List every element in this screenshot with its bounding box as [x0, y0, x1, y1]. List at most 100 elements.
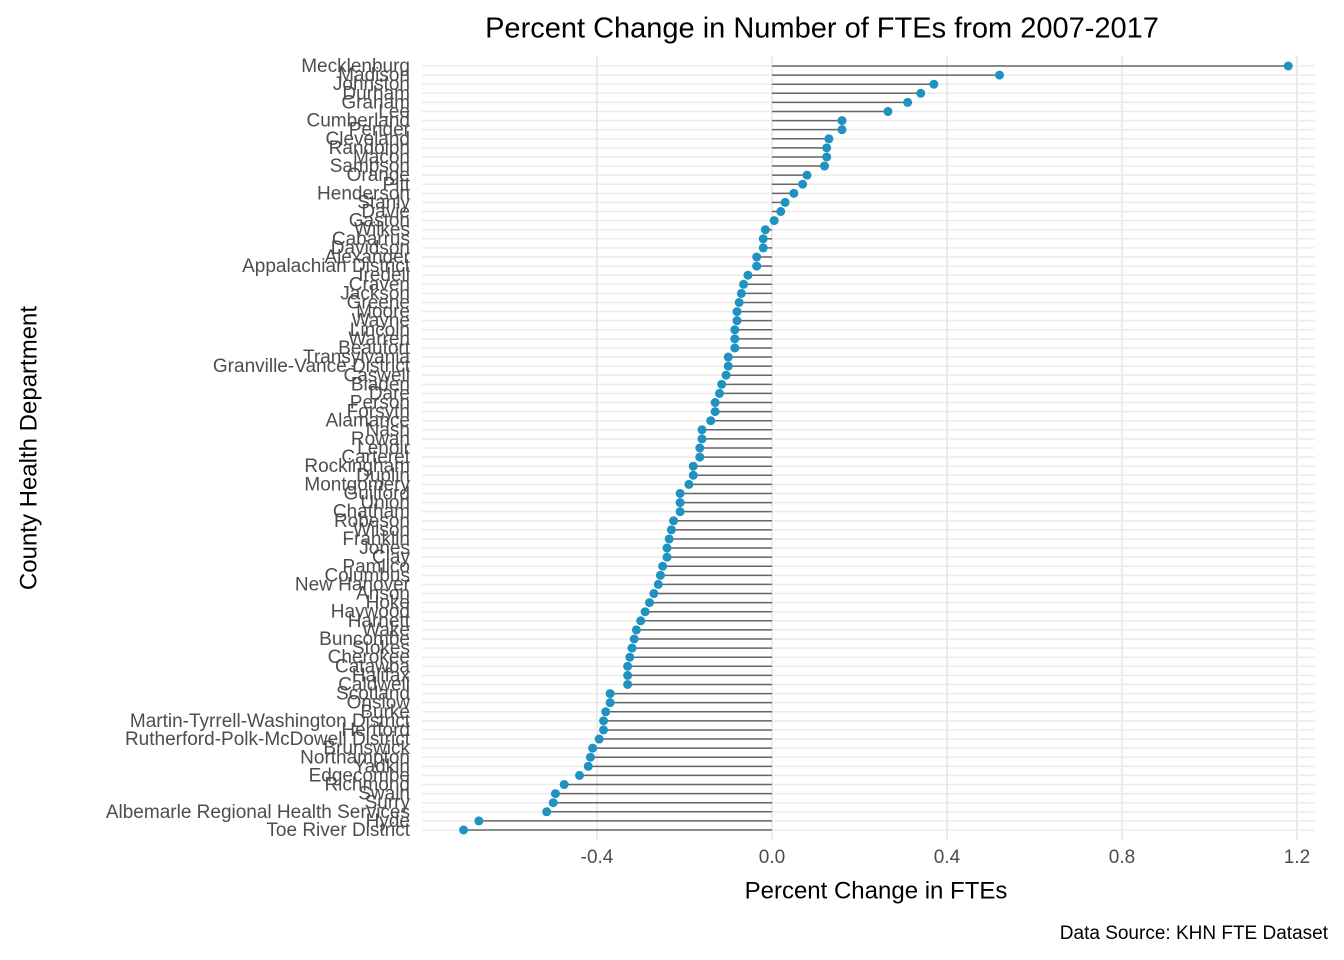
- lollipop-dot: [640, 607, 650, 617]
- lollipop-dot: [605, 698, 615, 708]
- y-tick-label: New Hanover: [295, 574, 411, 595]
- x-tick-label: 0.0: [759, 847, 785, 868]
- lollipop-dot: [837, 125, 847, 135]
- y-tick-label: Buncombe: [319, 629, 410, 650]
- y-tick-label: Toe River District: [266, 820, 410, 841]
- y-tick-label: Davidson: [331, 238, 410, 259]
- grid-layer: [422, 56, 1315, 840]
- lollipop-dot: [599, 725, 609, 735]
- lollipop-dot: [734, 297, 744, 307]
- lollipop-dot: [588, 743, 598, 753]
- lollipop-dot: [666, 525, 676, 535]
- lollipop-dot: [706, 416, 716, 426]
- y-tick-label: Duplin: [356, 465, 410, 486]
- lollipop-dot: [675, 507, 685, 517]
- y-tick-label: Yadkin: [353, 756, 410, 777]
- lollipop-dot: [688, 470, 698, 480]
- y-tick-label: Greene: [347, 292, 410, 313]
- y-tick-label: Martin-Tyrrell-Washington District: [130, 711, 411, 732]
- y-tick-label: Guilford: [343, 483, 410, 504]
- y-tick-label: Lee: [378, 101, 410, 122]
- y-tick-label: Lenoir: [357, 438, 410, 459]
- lollipop-dot: [916, 88, 926, 98]
- y-tick-label: Macon: [353, 147, 410, 168]
- lollipop-dot: [798, 179, 808, 189]
- y-tick-label: Robeson: [334, 511, 410, 532]
- y-tick-label: Bladen: [351, 374, 410, 395]
- lollipop-dot: [758, 243, 768, 253]
- lollipop-dot: [662, 543, 672, 553]
- lollipop-dot: [730, 343, 740, 353]
- lollipop-dot: [758, 234, 768, 244]
- lollipop-dot: [995, 70, 1004, 80]
- lollipop-dot: [721, 370, 731, 380]
- lollipop-dot: [669, 516, 679, 526]
- y-tick-label: Wake: [362, 620, 410, 641]
- y-tick-label: Randolph: [329, 138, 410, 159]
- y-tick-label: Wayne: [352, 311, 410, 332]
- y-tick-label: Appalachian District: [242, 256, 411, 277]
- lollipop-dot: [695, 452, 705, 462]
- lollipop-dot: [695, 443, 705, 453]
- y-tick-label: Henderson: [317, 183, 410, 204]
- lollipop-dot: [688, 461, 698, 471]
- y-tick-label: Montgomery: [304, 474, 410, 495]
- x-tick-label: 0.8: [1109, 847, 1135, 868]
- y-tick-label: Pender: [349, 120, 411, 141]
- lollipop-dot: [623, 679, 633, 689]
- y-tick-label: Edgecombe: [309, 765, 410, 786]
- lollipop-dot: [802, 170, 812, 180]
- y-tick-label: Union: [360, 493, 410, 514]
- lollipop-dot: [820, 161, 829, 171]
- y-tick-label: Cherokee: [328, 647, 410, 668]
- y-tick-label: Craven: [349, 274, 410, 295]
- y-tick-label: Madison: [338, 65, 410, 86]
- lollipop-dot: [752, 252, 762, 262]
- lollipop-dot: [575, 770, 584, 780]
- lollipop-dot: [583, 761, 593, 771]
- lollipop-dot: [1283, 61, 1293, 71]
- y-tick-label: Anson: [356, 584, 410, 605]
- y-tick-label: Wilson: [353, 520, 410, 541]
- y-tick-label: Clay: [372, 547, 411, 568]
- lollipop-dot: [601, 707, 611, 717]
- lollipop-dot: [929, 79, 939, 89]
- lollipop-dot: [585, 752, 595, 762]
- y-tick-label: Sampson: [330, 156, 410, 177]
- lollipop-dot: [684, 479, 694, 489]
- lollipop-dot: [675, 488, 685, 498]
- lollipop-dot: [474, 816, 484, 826]
- lollipop-dot: [662, 552, 672, 562]
- lollipop-dot: [623, 670, 633, 680]
- y-tick-label: Brunswick: [323, 738, 410, 759]
- y-tick-label: Caswell: [343, 365, 410, 386]
- lollipop-dot: [732, 316, 742, 326]
- lollipop-dot: [625, 652, 635, 662]
- lollipop-dot: [649, 589, 659, 599]
- y-tick-label: Stokes: [352, 638, 410, 659]
- lollipop-dot: [645, 598, 654, 608]
- y-tick-label: Hertford: [341, 720, 410, 741]
- lollipop-dot: [542, 807, 552, 817]
- y-tick-label: Surry: [365, 793, 411, 814]
- lollipop-dot: [697, 425, 707, 435]
- y-tick-label: Lincoln: [350, 320, 410, 341]
- lollipop-dot: [599, 716, 609, 726]
- y-tick-label: Burke: [360, 702, 410, 723]
- lollipop-dot: [636, 616, 646, 626]
- lollipop-dot: [653, 579, 663, 589]
- lollipop-dot: [789, 188, 799, 198]
- x-axis-label: Percent Change in FTEs: [745, 877, 1008, 904]
- y-tick-label: Caldwell: [338, 674, 410, 695]
- y-tick-label: Carteret: [341, 447, 410, 468]
- lollipop-dot: [697, 434, 707, 444]
- y-tick-label: Dare: [369, 383, 410, 404]
- y-tick-label: Forsyth: [347, 402, 410, 423]
- y-tick-label: Harnett: [348, 611, 411, 632]
- lollipop-dot: [675, 498, 685, 508]
- lollipop-dot: [824, 134, 834, 144]
- lollipop-dot: [780, 197, 790, 207]
- y-tick-label: Gaston: [349, 211, 410, 232]
- lollipop-dot: [655, 570, 665, 580]
